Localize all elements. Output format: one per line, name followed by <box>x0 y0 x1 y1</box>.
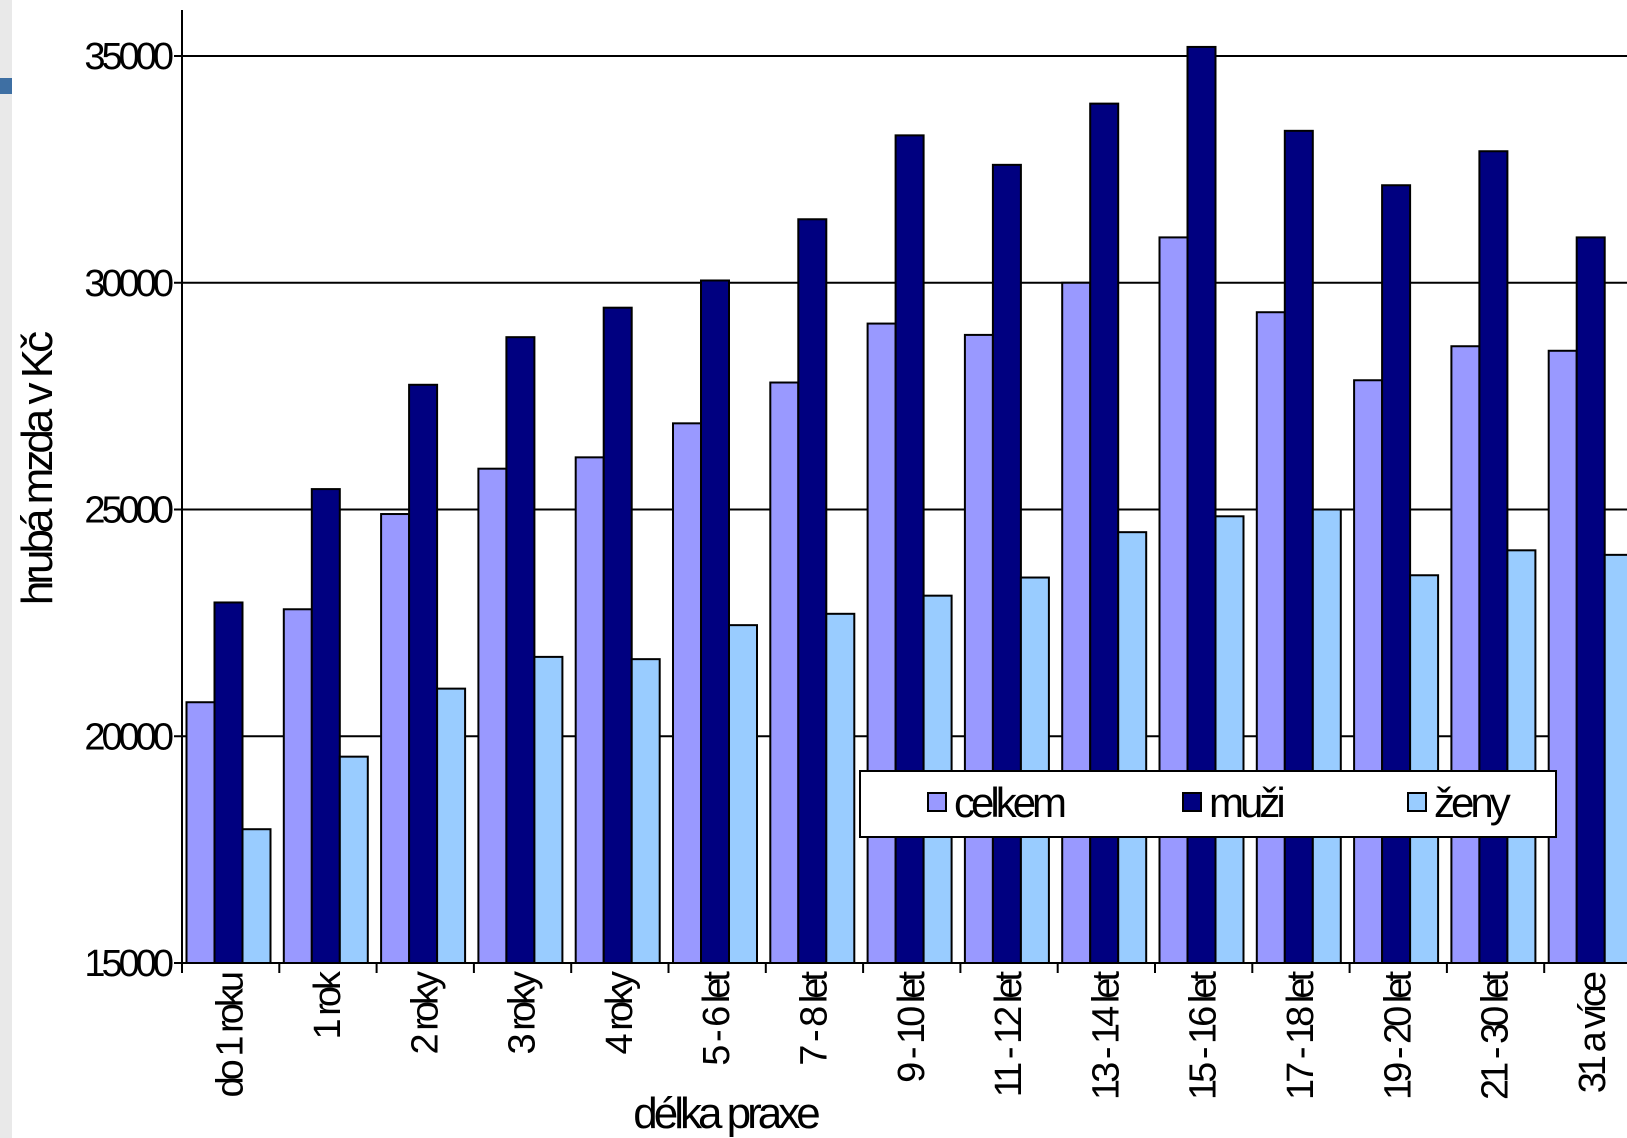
x-tick-label-7: 9 - 10 let <box>891 971 933 1083</box>
x-tick-label-3: 3 roky <box>502 971 544 1054</box>
left-edge-marker <box>0 78 12 94</box>
bar-ženy-2 <box>436 687 467 964</box>
bar-ženy-0 <box>241 828 272 965</box>
bar-muži-7 <box>894 134 925 965</box>
y-tick-label-2: 25000 <box>84 490 173 532</box>
bar-muži-5 <box>700 279 730 965</box>
x-tick-label-2: 2 roky <box>404 971 446 1054</box>
y-axis-title: hrubá mzda v Kč <box>13 332 62 605</box>
bar-muži-1 <box>310 488 341 964</box>
legend-label-celkem: celkem <box>954 779 1065 826</box>
x-tick-label-8: 11 - 12 let <box>988 971 1030 1098</box>
legend-label-muži: muži <box>1209 779 1283 826</box>
bar-celkem-13 <box>1450 345 1481 964</box>
bar-celkem-11 <box>1255 311 1286 965</box>
legend-swatch-celkem <box>927 792 947 812</box>
bar-ženy-14 <box>1603 553 1627 964</box>
bar-celkem-12 <box>1353 379 1384 964</box>
bar-muži-13 <box>1478 150 1509 965</box>
left-edge-strip <box>0 0 12 1138</box>
bar-ženy-5 <box>728 624 758 965</box>
bar-ženy-12 <box>1409 574 1440 964</box>
bar-celkem-14 <box>1547 349 1578 964</box>
bar-ženy-11 <box>1311 508 1342 964</box>
bar-celkem-1 <box>282 608 313 965</box>
bar-celkem-0 <box>185 701 216 964</box>
bar-muži-11 <box>1283 129 1314 964</box>
y-tick-label-3: 30000 <box>84 263 173 305</box>
bar-muži-8 <box>991 163 1022 964</box>
bar-ženy-10 <box>1214 515 1245 964</box>
x-tick-label-1: 1 rok <box>307 970 349 1039</box>
y-tick-label-0: 15000 <box>84 943 173 985</box>
x-tick-label-6: 7 - 8 let <box>793 971 835 1066</box>
x-tick-label-9: 13 - 14 let <box>1085 971 1127 1100</box>
x-tick-label-4: 4 roky <box>599 971 641 1054</box>
x-tick-label-14: 31 a více <box>1572 972 1614 1093</box>
y-tick-label-4: 35000 <box>84 36 173 78</box>
bar-celkem-7 <box>866 322 897 964</box>
legend: celkem muži ženy <box>859 770 1557 838</box>
bar-muži-14 <box>1575 236 1606 964</box>
y-tick-labels: 15000 20000 25000 30000 35000 <box>84 36 177 985</box>
legend-label-ženy: ženy <box>1434 779 1511 826</box>
y-tick-label-1: 20000 <box>84 716 173 758</box>
bar-ženy-9 <box>1117 531 1148 964</box>
legend-box <box>859 770 1557 838</box>
bar-celkem-4 <box>574 456 605 964</box>
bar-celkem-2 <box>380 513 411 964</box>
x-tick-label-13: 21 - 30 let <box>1475 971 1517 1100</box>
bar-ženy-13 <box>1506 549 1537 964</box>
bar-celkem-10 <box>1158 236 1189 964</box>
x-tick-label-5: 5 - 6 let <box>696 971 738 1066</box>
bar-celkem-9 <box>1061 281 1092 964</box>
axes <box>174 10 1627 973</box>
bar-ženy-3 <box>533 655 564 964</box>
legend-swatch-muži <box>1182 792 1202 812</box>
x-tick-label-12: 19 - 20 let <box>1377 971 1419 1100</box>
legend-swatch-ženy <box>1407 792 1427 812</box>
bar-ženy-4 <box>630 658 661 965</box>
bar-celkem-8 <box>963 333 994 964</box>
bar-muži-0 <box>213 601 244 965</box>
bar-ženy-1 <box>338 755 369 964</box>
bar-celkem-3 <box>477 467 508 964</box>
bar-muži-4 <box>602 306 633 964</box>
x-tick-label-0: do 1 roku <box>210 973 252 1097</box>
x-tick-labels: do 1 roku 1 rok 2 roky 3 roky 4 roky 5 - 6 le… <box>210 970 1614 1100</box>
bar-muži-3 <box>505 336 536 965</box>
bar-muži-6 <box>797 218 828 964</box>
bar-celkem-6 <box>769 381 800 964</box>
bar-ženy-6 <box>825 612 856 964</box>
bar-muži-12 <box>1381 184 1412 964</box>
x-tick-label-11: 17 - 18 let <box>1280 971 1322 1100</box>
x-tick-label-10: 15 - 16 let <box>1183 971 1225 1100</box>
x-axis-title: délka praxe <box>633 1089 819 1138</box>
bar-celkem-5 <box>672 422 702 964</box>
bar-muži-2 <box>408 383 439 965</box>
